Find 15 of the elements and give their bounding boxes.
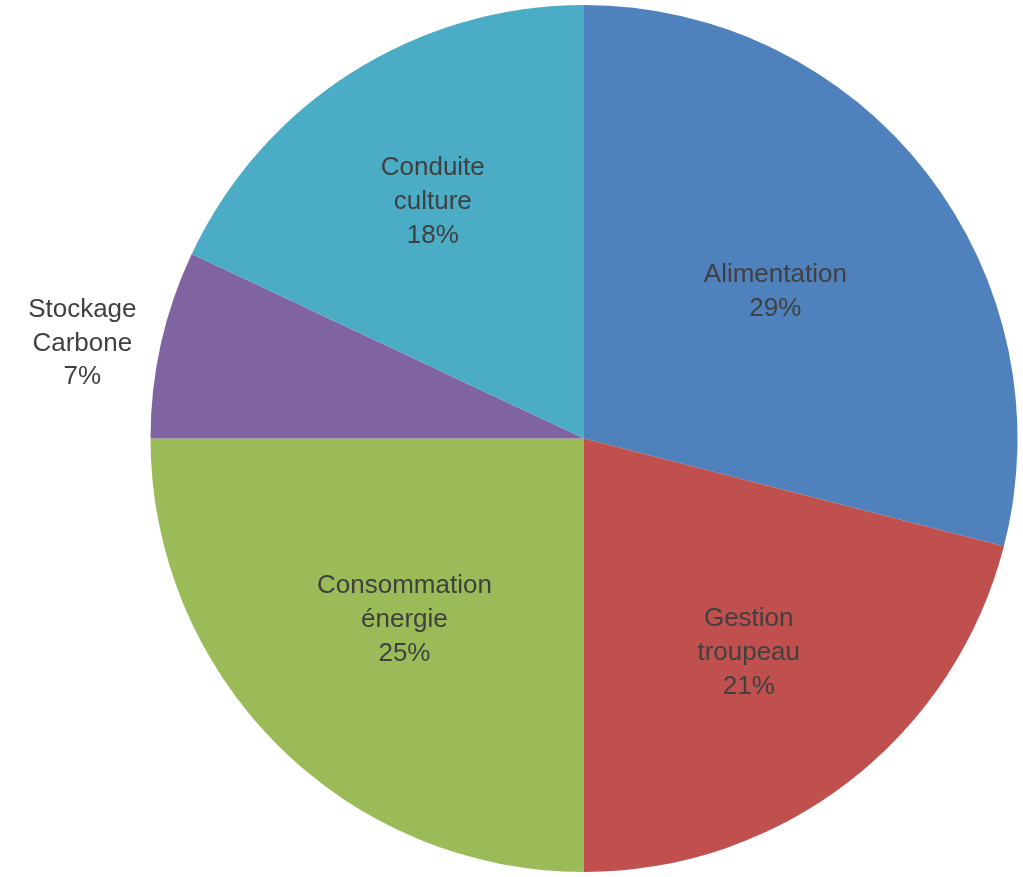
slice-label: Gestion troupeau: [697, 602, 801, 666]
data-label: 18%: [406, 218, 459, 249]
data-label: 29%: [749, 291, 802, 322]
data-label: 21%: [722, 669, 775, 700]
slice-label: Alimentation: [703, 258, 847, 289]
data-label: 7%: [63, 360, 102, 391]
slice-label: Consommation énergie: [317, 569, 492, 634]
pie-slice: [150, 438, 584, 872]
pie-slice: [584, 5, 1018, 547]
slice-label: Conduite culture: [380, 151, 485, 216]
pie-slice: [191, 5, 584, 439]
pie-slice: [150, 253, 584, 439]
pie-slice: [584, 438, 1004, 872]
data-label: 25%: [378, 636, 431, 667]
slice-label: Stockage Carbone: [28, 292, 137, 357]
